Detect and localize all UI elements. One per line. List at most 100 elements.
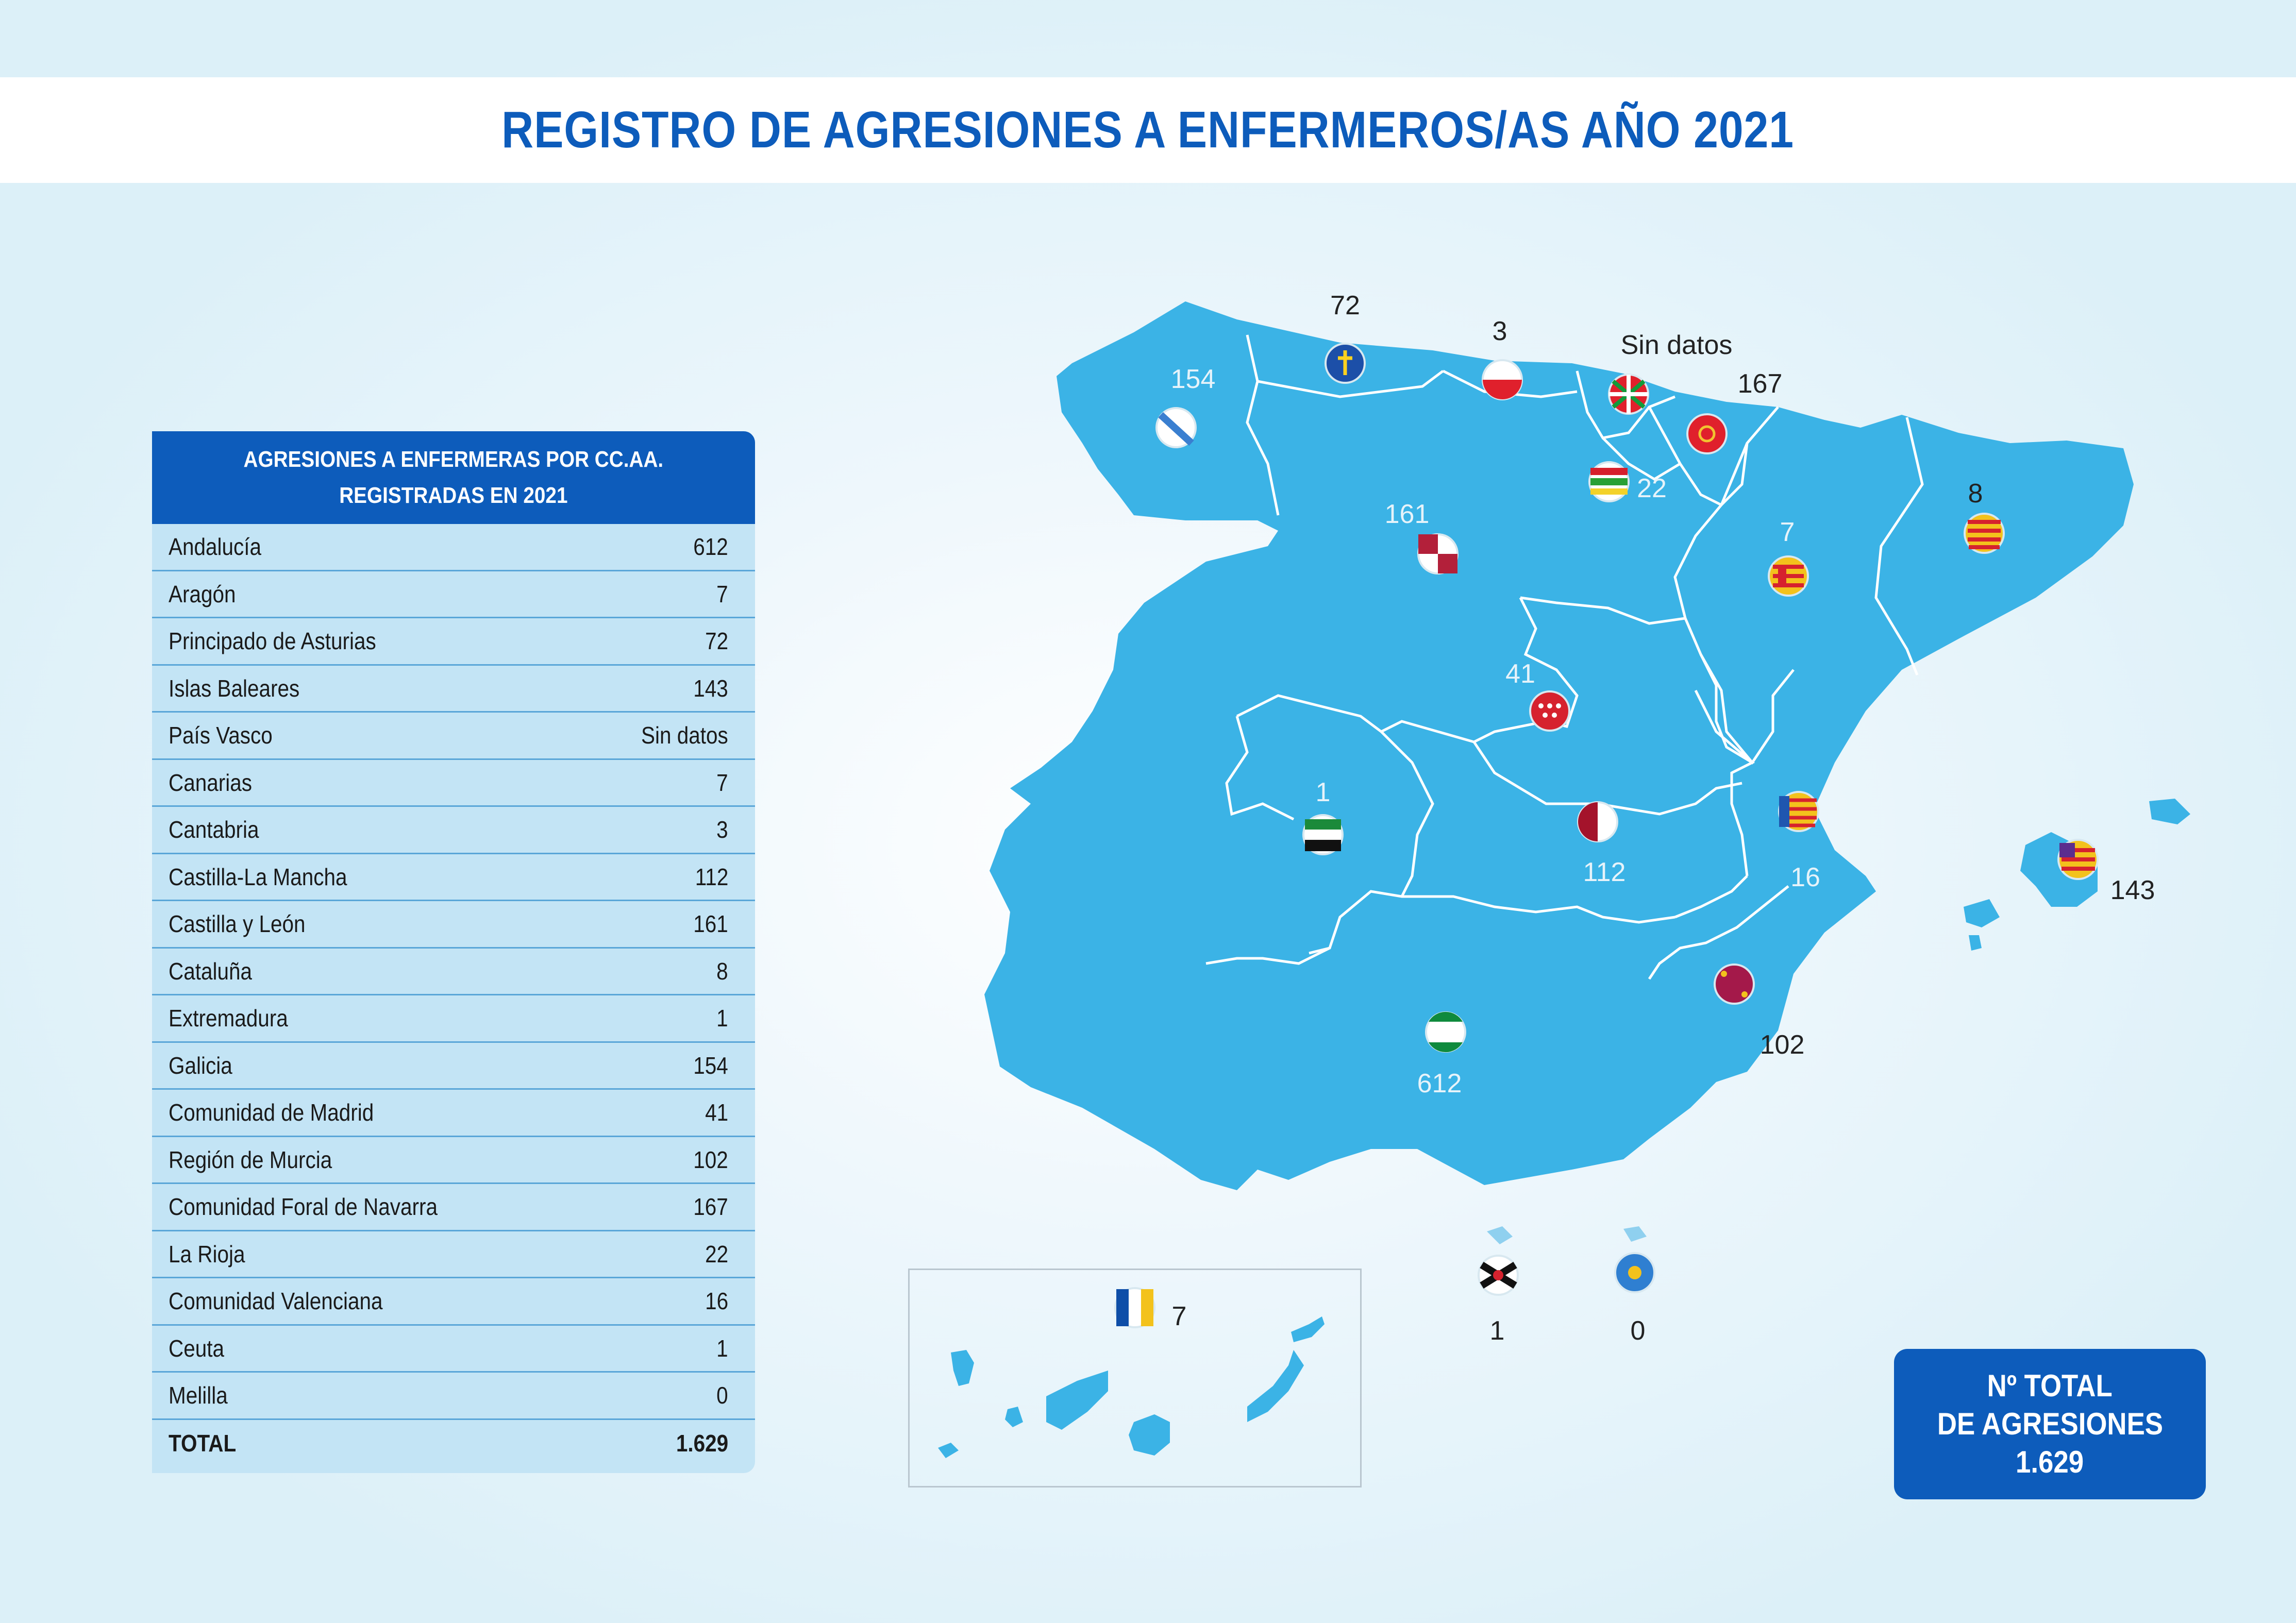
label-ceuta: 1	[1490, 1316, 1505, 1346]
pais-vasco-flag-icon	[1608, 374, 1649, 415]
table-row: País Vasco Sin datos	[152, 713, 755, 760]
page-title: REGISTRO DE AGRESIONES A ENFERMEROS/AS A…	[501, 101, 1795, 159]
label-baleares: 143	[2110, 875, 2155, 905]
castilla-la-mancha-flag-icon	[1577, 801, 1618, 842]
row-value: 612	[693, 533, 728, 561]
total-box-line1: Nº TOTAL	[1987, 1368, 2113, 1403]
table-row: Galicia 154	[152, 1043, 755, 1090]
row-value: 22	[705, 1240, 728, 1267]
row-name: Comunidad Foral de Navarra	[169, 1193, 438, 1221]
table-row: La Rioja 22	[152, 1231, 755, 1278]
row-name: Islas Baleares	[169, 674, 300, 702]
row-name: País Vasco	[169, 722, 273, 749]
label-pais-vasco: Sin datos	[1621, 330, 1733, 360]
row-value: 8	[716, 957, 728, 985]
row-value: Sin datos	[641, 722, 728, 749]
row-name: Cataluña	[169, 957, 253, 985]
row-value: 154	[693, 1052, 728, 1079]
cantabria-flag-icon	[1482, 359, 1523, 400]
label-extremadura: 1	[1316, 777, 1331, 807]
title-bar: REGISTRO DE AGRESIONES A ENFERMEROS/AS A…	[0, 77, 2296, 183]
row-value: 41	[705, 1099, 728, 1126]
table-row: Ceuta 1	[152, 1326, 755, 1373]
table-row: Castilla-La Mancha 112	[152, 854, 755, 901]
aggressions-table: AGRESIONES A ENFERMERAS POR CC.AA. REGIS…	[152, 431, 755, 1473]
row-value: 7	[716, 769, 728, 796]
row-name: Castilla-La Mancha	[169, 863, 347, 890]
row-name: Principado de Asturias	[169, 628, 376, 655]
row-value: 1	[716, 1334, 728, 1362]
total-box-line2: DE AGRESIONES	[1937, 1407, 2163, 1441]
label-valenciana: 16	[1790, 863, 1820, 892]
label-andalucia: 612	[1417, 1069, 1462, 1098]
valenciana-flag-icon	[1778, 791, 1819, 832]
table-row: Islas Baleares 143	[152, 666, 755, 713]
row-name: Castilla y León	[169, 910, 306, 938]
total-value: 1.629	[676, 1430, 728, 1457]
table-row: Principado de Asturias 72	[152, 618, 755, 666]
ceuta-shape	[1487, 1226, 1513, 1244]
label-canarias: 7	[1172, 1301, 1187, 1331]
label-cataluna: 8	[1968, 479, 1983, 509]
galicia-flag-icon	[1155, 407, 1197, 448]
murcia-flag-icon	[1714, 963, 1755, 1005]
label-melilla: 0	[1631, 1316, 1646, 1346]
row-name: La Rioja	[169, 1240, 245, 1267]
row-value: 143	[693, 674, 728, 702]
canarias-flag-icon	[1114, 1287, 1155, 1328]
label-galicia: 154	[1171, 364, 1216, 394]
table-row: Aragón 7	[152, 571, 755, 618]
row-name: Ceuta	[169, 1334, 225, 1362]
flag-markers	[1114, 343, 2099, 1328]
melilla-flag-icon	[1614, 1252, 1655, 1293]
label-la-rioja: 22	[1637, 474, 1667, 503]
total-aggressions-box: Nº TOTAL DE AGRESIONES 1.629	[1894, 1349, 2206, 1499]
aragon-flag-icon	[1768, 555, 1809, 597]
cataluna-flag-icon	[1964, 513, 2005, 554]
label-aragon: 7	[1780, 517, 1795, 547]
extremadura-flag-icon	[1302, 814, 1344, 855]
row-name: Andalucía	[169, 533, 262, 561]
table-header: AGRESIONES A ENFERMERAS POR CC.AA. REGIS…	[152, 431, 755, 524]
table-row: Melilla 0	[152, 1373, 755, 1420]
row-value: 161	[693, 910, 728, 938]
row-name: Canarias	[169, 769, 253, 796]
row-value: 102	[693, 1146, 728, 1173]
total-label: TOTAL	[169, 1430, 237, 1457]
region-borders	[1205, 334, 1924, 980]
table-row: Canarias 7	[152, 760, 755, 807]
row-name: Galicia	[169, 1052, 232, 1079]
label-murcia: 102	[1760, 1030, 1805, 1060]
table-header-line1: AGRESIONES A ENFERMERAS POR CC.AA.	[243, 447, 664, 472]
map-labels: 154 72 3 Sin datos 167 22 161 7 8 41 1 1…	[1171, 291, 2155, 1346]
row-value: 3	[716, 816, 728, 843]
table-total-row: TOTAL 1.629	[152, 1420, 755, 1467]
peninsula-shape	[984, 301, 2134, 1190]
label-asturias: 72	[1330, 291, 1360, 320]
row-value: 7	[716, 580, 728, 607]
row-name: Cantabria	[169, 816, 259, 843]
navarra-flag-icon	[1686, 413, 1728, 454]
label-castilla-la-mancha: 112	[1583, 857, 1626, 887]
row-value: 72	[705, 628, 728, 655]
row-value: 167	[693, 1193, 728, 1221]
row-value: 1	[716, 1005, 728, 1032]
melilla-shape	[1623, 1226, 1647, 1242]
row-name: Región de Murcia	[169, 1146, 332, 1173]
canarias-inset-frame	[908, 1269, 1362, 1487]
row-name: Comunidad Valenciana	[169, 1288, 383, 1315]
baleares-flag-icon	[2057, 839, 2099, 880]
madrid-flag-icon	[1529, 690, 1570, 732]
row-name: Aragón	[169, 580, 236, 607]
total-box-value: 1.629	[2016, 1445, 2084, 1479]
andalucia-flag-icon	[1425, 1011, 1466, 1053]
table-row: Cantabria 3	[152, 807, 755, 854]
table-row: Comunidad Foral de Navarra 167	[152, 1184, 755, 1231]
label-madrid: 41	[1505, 659, 1535, 689]
canarias-shape	[938, 1316, 1325, 1458]
table-row: Comunidad Valenciana 16	[152, 1278, 755, 1326]
castilla-leon-flag-icon	[1417, 533, 1459, 574]
label-navarra: 167	[1738, 369, 1783, 399]
row-value: 112	[695, 863, 728, 890]
